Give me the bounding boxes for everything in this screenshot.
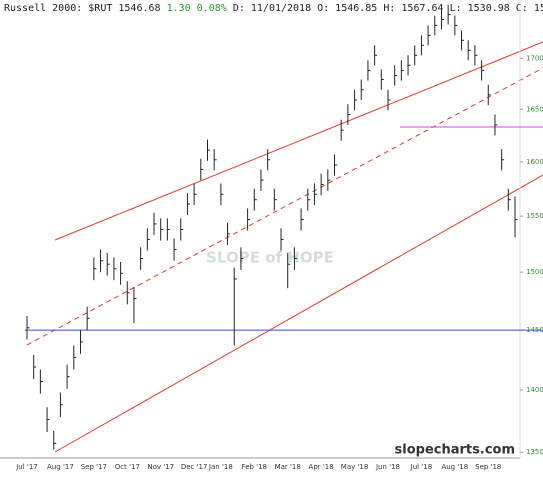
change: 1.30 0.08% xyxy=(167,3,227,14)
y-tick-label: 1400 xyxy=(526,386,543,394)
header: Russell 2000: $RUT 1546.68 1.30 0.08% D:… xyxy=(4,3,543,14)
channel-mid xyxy=(26,67,543,346)
x-tick-label: Aug '18 xyxy=(441,463,468,471)
title: Russell 2000: $RUT 1546.68 xyxy=(4,3,161,14)
x-tick-label: Jul '17 xyxy=(15,463,38,471)
x-tick-label: Dec '17 xyxy=(181,463,208,471)
y-tick-label: 1500 xyxy=(526,268,543,276)
y-tick-label: 1600 xyxy=(526,158,543,166)
y-tick-label: 1700 xyxy=(526,54,543,62)
y-tick-label: 1350 xyxy=(526,448,543,456)
logo: SLOPE of HOPE xyxy=(206,249,334,267)
x-tick-label: Apr '18 xyxy=(309,463,334,471)
x-tick-label: Jul '18 xyxy=(410,463,433,471)
x-tick-label: Jun '18 xyxy=(375,463,400,471)
watermark: slopecharts.com xyxy=(395,443,515,458)
x-tick-label: May '18 xyxy=(341,463,369,471)
channel-upper xyxy=(54,41,543,241)
x-tick-label: Oct '17 xyxy=(115,463,140,471)
ohlc-text: D: 11/01/2018 O: 1546.85 H: 1567.64 L: 1… xyxy=(233,3,543,14)
x-tick-label: Feb '18 xyxy=(242,463,267,471)
y-tick-label: 1550 xyxy=(526,212,543,220)
x-tick-label: Nov '17 xyxy=(147,463,174,471)
x-tick-label: Mar '18 xyxy=(275,463,301,471)
x-tick-label: Sep '18 xyxy=(475,463,501,471)
x-tick-label: Sep '17 xyxy=(81,463,107,471)
channel-lower xyxy=(54,174,543,453)
x-tick-label: Aug '17 xyxy=(47,463,74,471)
x-tick-label: Jan '18 xyxy=(208,463,233,471)
y-tick-label: 1650 xyxy=(526,105,543,113)
